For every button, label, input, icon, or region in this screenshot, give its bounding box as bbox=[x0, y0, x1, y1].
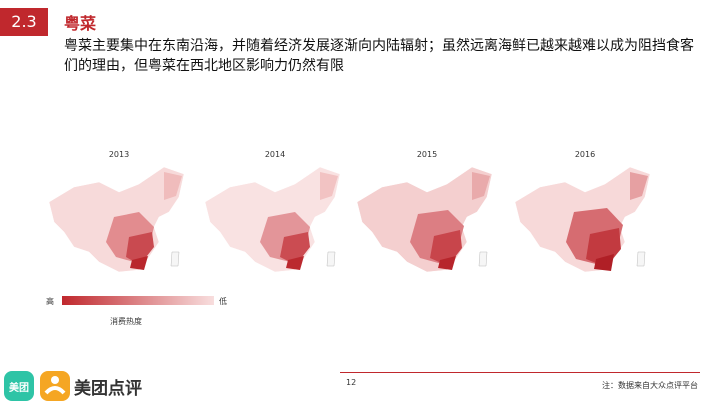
legend-color-scale bbox=[62, 296, 214, 305]
brand-name: 美团点评 bbox=[74, 378, 142, 399]
map-year-label: 2013 bbox=[108, 150, 130, 159]
data-source-note: 注：数据来自大众点评平台 bbox=[602, 381, 698, 390]
footer-divider bbox=[340, 372, 700, 373]
page-title: 粤菜 bbox=[64, 14, 97, 33]
china-heatmap bbox=[204, 166, 341, 273]
china-heatmap bbox=[48, 166, 185, 273]
meituan-tile-icon: 美团 bbox=[4, 371, 34, 401]
section-number-badge: 2.3 bbox=[0, 8, 48, 36]
map-year-label: 2015 bbox=[416, 150, 438, 159]
china-heatmap bbox=[514, 166, 651, 273]
brand-logo: 美团 美团点评 bbox=[4, 368, 142, 404]
legend-caption: 消费热度 bbox=[110, 317, 142, 326]
map-panel-2013: 2013 bbox=[44, 150, 194, 280]
map-year-label: 2014 bbox=[264, 150, 286, 159]
map-year-label: 2016 bbox=[574, 150, 596, 159]
page-number: 12 bbox=[346, 378, 357, 387]
legend-high-label: 高 bbox=[46, 297, 54, 306]
map-panel-2016: 2016 bbox=[510, 150, 660, 280]
dianping-mark-icon bbox=[40, 371, 70, 401]
china-heatmap bbox=[356, 166, 493, 273]
legend-low-label: 低 bbox=[219, 297, 227, 306]
page-subtitle: 粤菜主要集中在东南沿海，并随着经济发展逐渐向内陆辐射；虽然远离海鲜已越来越难以成… bbox=[64, 38, 694, 74]
map-panel-2014: 2014 bbox=[200, 150, 350, 280]
map-panel-2015: 2015 bbox=[352, 150, 502, 280]
